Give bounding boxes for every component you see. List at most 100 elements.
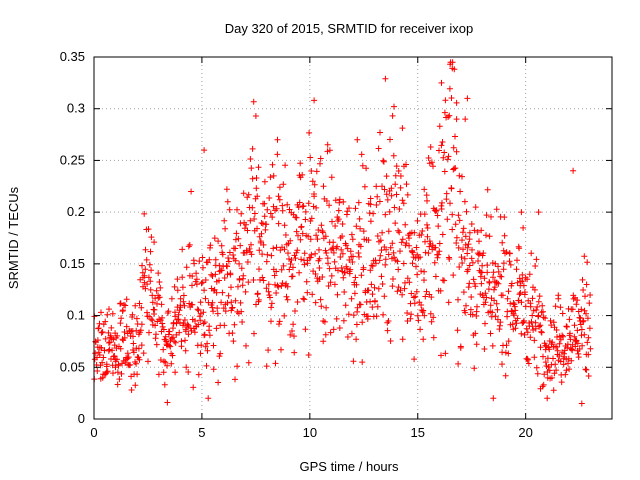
data-point — [390, 152, 397, 159]
data-point — [524, 356, 531, 363]
data-point — [450, 144, 457, 151]
axis-tick-labels: 0 0.05 0.1 0.15 0.2 0.25 0.3 0.35 0 5 10 15 20 — [60, 49, 533, 440]
data-point — [280, 262, 287, 269]
data-point — [185, 243, 192, 250]
data-point — [329, 218, 335, 225]
data-point — [356, 253, 362, 260]
data-point — [438, 352, 444, 359]
grid-lines — [94, 57, 612, 419]
data-point — [204, 347, 211, 354]
data-point — [544, 355, 551, 362]
data-point — [410, 294, 417, 301]
data-point — [519, 278, 526, 285]
data-point — [522, 274, 529, 281]
data-point — [292, 308, 298, 314]
data-point — [548, 374, 555, 381]
data-point — [118, 370, 125, 377]
data-point — [449, 65, 456, 72]
data-point — [506, 258, 513, 265]
data-point — [218, 299, 225, 306]
data-point — [446, 256, 453, 262]
data-point — [268, 304, 275, 311]
data-point — [210, 308, 217, 315]
data-point — [224, 198, 231, 205]
data-point — [267, 210, 274, 217]
data-point — [560, 361, 567, 368]
data-point — [431, 259, 438, 266]
data-point — [341, 289, 348, 295]
data-point — [282, 232, 289, 238]
data-point — [290, 321, 297, 328]
data-point — [402, 221, 409, 228]
data-point — [268, 252, 275, 259]
data-point — [511, 312, 517, 319]
data-point — [402, 279, 408, 286]
data-point — [424, 225, 431, 231]
data-point — [319, 228, 326, 234]
data-point — [294, 299, 301, 305]
data-point — [166, 328, 173, 335]
data-point — [439, 199, 445, 206]
data-point — [563, 323, 570, 330]
data-point — [297, 236, 304, 243]
data-point — [369, 291, 376, 298]
data-point — [521, 289, 528, 296]
data-point — [457, 343, 464, 350]
data-point — [165, 308, 172, 315]
data-point — [487, 302, 494, 309]
data-point — [578, 400, 585, 407]
data-point — [192, 318, 198, 324]
data-point — [401, 285, 408, 292]
data-point — [102, 318, 109, 325]
data-point — [491, 284, 498, 291]
data-point — [221, 322, 228, 329]
data-point — [478, 269, 485, 276]
data-point — [173, 320, 180, 327]
data-point — [327, 279, 334, 286]
data-point — [443, 190, 450, 197]
data-point — [373, 313, 380, 320]
data-point — [559, 310, 566, 317]
data-point — [265, 347, 272, 354]
data-point — [571, 333, 578, 340]
data-point — [300, 203, 307, 209]
data-point — [237, 299, 244, 306]
data-point — [549, 339, 556, 346]
data-point — [520, 224, 527, 231]
data-point — [413, 288, 420, 295]
data-point — [569, 347, 576, 354]
data-point — [136, 356, 143, 363]
data-point — [334, 291, 341, 298]
data-point — [521, 317, 527, 324]
data-point — [111, 353, 118, 359]
data-point — [529, 295, 536, 302]
data-point — [500, 260, 507, 267]
data-point — [259, 251, 266, 258]
data-point — [581, 253, 588, 260]
data-point — [578, 326, 585, 333]
data-point — [570, 295, 577, 302]
data-point — [278, 266, 285, 273]
data-point — [198, 280, 205, 287]
data-point — [295, 204, 302, 211]
data-point — [404, 275, 411, 282]
data-point — [500, 266, 507, 273]
data-point — [140, 350, 147, 357]
data-point — [181, 317, 188, 323]
data-point — [200, 309, 207, 316]
data-point — [583, 281, 590, 288]
data-point — [399, 336, 406, 343]
data-point — [303, 278, 310, 285]
data-point — [219, 251, 226, 258]
data-point — [168, 295, 175, 302]
data-point — [383, 246, 390, 253]
data-point — [444, 216, 451, 223]
data-point — [94, 337, 101, 344]
data-point — [564, 323, 570, 330]
data-point — [246, 245, 253, 252]
data-point — [239, 319, 246, 325]
data-point — [381, 293, 388, 300]
data-point — [133, 315, 140, 322]
data-point — [446, 112, 453, 119]
data-point — [486, 279, 493, 286]
